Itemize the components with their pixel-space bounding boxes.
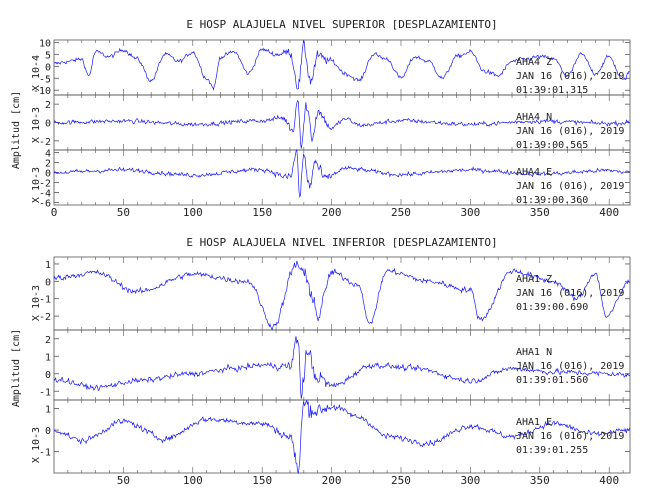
event-date-label: JAN 16 (016), 2019 [516,126,624,137]
trace-panel-z: 1 0 -1 -2X 10-3 AHA1 Z JAN 16 (016), 2019 01:3… [31,256,631,331]
panel-frame [53,399,631,474]
x-tick-label: 300 [460,206,480,219]
y-tick-label: 4 [45,149,51,160]
event-date-label: JAN 16 (016), 2019 [516,288,624,299]
scale-multiplier-label: X 10-4 [31,55,42,91]
y-tick-label: -6 [39,199,51,210]
lower-chart-title: E HOSP ALAJUELA NIVEL INFERIOR [DESPLAZA… [186,236,497,249]
panel-frame [53,149,631,206]
y-tick-label: 1 [45,260,51,271]
seismic-trace-aha1-z [53,260,630,331]
seismic-trace-aha1-e [53,399,630,475]
y-tick-label: -1 [39,295,51,306]
y-tick-label: 1 [45,405,51,416]
scale-multiplier-label: X 10-3 [31,427,42,463]
x-tick-label: 250 [391,474,411,487]
y-tick-label: -2 [39,137,51,148]
x-tick-label: 400 [599,206,619,219]
upper-chart-y-axis-label: Amplitud [cm] [11,91,22,169]
event-date-label: JAN 16 (016), 2019 [516,181,624,192]
upper-level-chart: E HOSP ALAJUELA NIVEL SUPERIOR [DESPLAZA… [11,18,631,219]
x-tick-label: 150 [252,474,272,487]
station-component-label: AHA1 Z [516,274,552,285]
station-component-label: AHA4 N [516,112,552,123]
lower-chart-y-axis-label: Amplitud [cm] [11,329,22,407]
seismic-trace-aha4-n [53,100,630,149]
start-time-label: 01:39:00.565 [516,140,588,151]
x-tick-label: 400 [599,474,619,487]
y-tick-label: -1 [39,448,51,459]
station-component-label: AHA4 E [516,167,552,178]
scale-multiplier-label: X 10-3 [31,285,42,321]
x-tick-label: 350 [530,206,550,219]
x-tick-label: 50 [117,206,130,219]
upper-chart-title: E HOSP ALAJUELA NIVEL SUPERIOR [DESPLAZA… [186,18,497,31]
seismic-trace-aha4-e [53,149,630,199]
y-tick-label: 1 [45,352,51,363]
scale-multiplier-label: X 10-3 [31,107,42,143]
trace-panel-n: 2 1 0 -1 AHA1 N JAN 16 (016), 2019 01:39:01.56… [39,329,631,401]
y-tick-label: 2 [45,100,51,111]
event-date-label: JAN 16 (016), 2019 [516,361,624,372]
y-tick-label: 10 [39,38,51,49]
station-component-label: AHA1 E [516,417,552,428]
event-date-label: JAN 16 (016), 2019 [516,431,624,442]
x-tick-label: 350 [530,474,550,487]
x-tick-label: 200 [322,206,342,219]
y-tick-label: 0 [45,169,51,180]
y-tick-label: -4 [39,189,51,200]
event-date-label: JAN 16 (016), 2019 [516,71,624,82]
y-tick-label: 0 [45,62,51,73]
station-component-label: AHA1 N [516,347,552,358]
x-tick-label: 150 [252,206,272,219]
trace-panel-n: 2 0 -2X 10-3 AHA4 N JAN 16 (016), 2019 01:39:… [31,94,631,151]
y-tick-label: -2 [39,179,51,190]
y-tick-label: 0 [45,426,51,437]
x-tick-label: 300 [460,474,480,487]
y-tick-label: -5 [39,74,51,85]
x-tick-label: 100 [183,474,203,487]
x-tick-label: 100 [183,206,203,219]
seismic-trace-aha1-n [53,336,630,399]
trace-panel-e: 1 0 -1X 10-3 AHA1 E JAN 16 (016), 2019 01:39:… [31,399,631,475]
x-tick-label: 200 [322,474,342,487]
y-tick-label: 2 [45,335,51,346]
y-tick-label: 0 [45,370,51,381]
start-time-label: 01:39:00.690 [516,302,588,313]
y-tick-label: 0 [45,119,51,130]
y-tick-label: -1 [39,387,51,398]
x-tick-label: 250 [391,206,411,219]
seismic-trace-aha4-z [53,39,630,91]
y-tick-label: 2 [45,159,51,170]
x-tick-label: 0 [51,206,58,219]
trace-panel-e: 420-2-4-6X 10-3 AHA4 E JAN 16 (016), 2019 0… [31,149,631,210]
y-tick-label: 5 [45,50,51,61]
lower-level-chart: E HOSP ALAJUELA NIVEL INFERIOR [DESPLAZA… [11,236,631,487]
station-component-label: AHA4 Z [516,57,552,68]
start-time-label: 01:39:01.315 [516,85,588,96]
x-tick-label: 50 [117,474,130,487]
start-time-label: 01:39:00.360 [516,195,588,206]
y-tick-label: 0 [45,277,51,288]
y-tick-label: -10 [33,86,51,97]
scale-multiplier-label: X 10-3 [31,167,42,203]
start-time-label: 01:39:01.560 [516,375,588,386]
start-time-label: 01:39:01.255 [516,445,588,456]
y-tick-label: -2 [39,312,51,323]
